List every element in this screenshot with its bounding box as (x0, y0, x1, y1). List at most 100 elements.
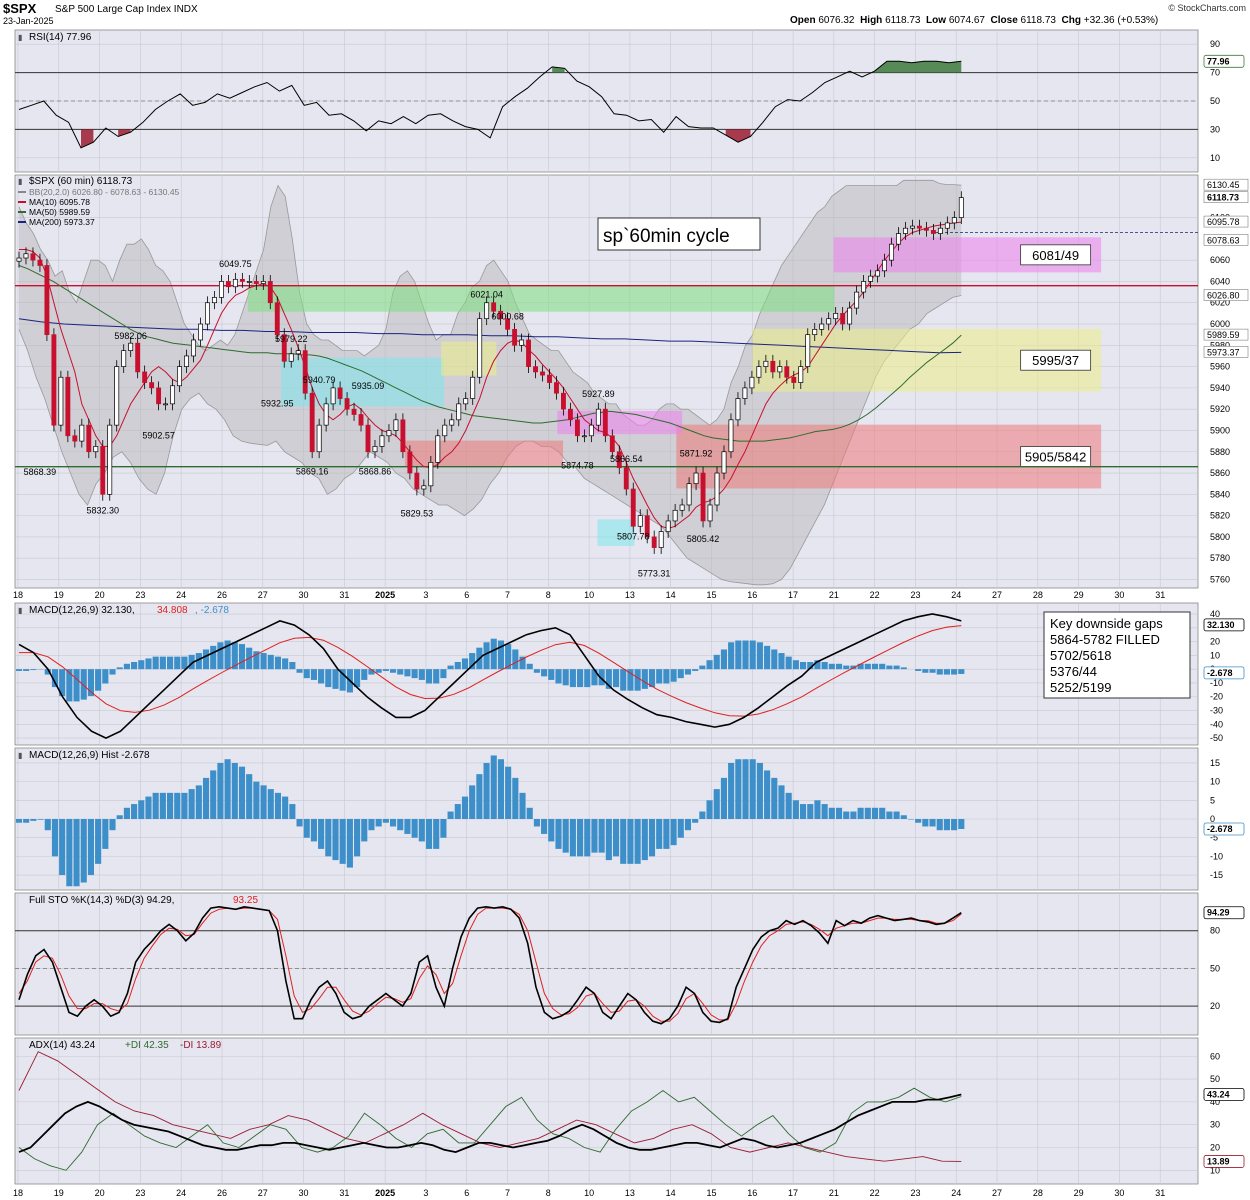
macd-panel-hist-bar (562, 669, 569, 686)
macd-panel-hist-bar (512, 649, 519, 670)
macd-hist-bar (735, 759, 742, 819)
date-axis-label: 10 (584, 590, 594, 600)
candle-down (561, 392, 566, 410)
date-axis-label-bottom: 24 (951, 1188, 961, 1198)
date-axis-label-bottom: 24 (176, 1188, 186, 1198)
candle-down (770, 360, 776, 373)
macd-hist-bar (51, 819, 59, 857)
candle-up (463, 398, 469, 405)
macd-hist-bar (382, 819, 389, 823)
macd-panel-hist-bar (210, 645, 217, 670)
macd-hist-bar (418, 819, 425, 842)
rsi-overbought-fill (874, 61, 962, 73)
candle-down (337, 387, 343, 399)
candle-down (644, 515, 650, 538)
candle-up (107, 424, 113, 495)
key-gaps-callout-line: 5376/44 (1050, 664, 1097, 679)
candle-up (896, 233, 901, 245)
candle-down (923, 227, 929, 231)
rsi-title: RSI(14) 77.96 (29, 32, 92, 43)
price-zone (247, 285, 835, 312)
price-right-tag-box (1203, 346, 1249, 358)
macd-panel-hist-bar (339, 669, 346, 691)
candle-up (721, 451, 727, 474)
price-right-tag-box (1203, 191, 1249, 203)
candle-down (30, 253, 36, 261)
date-axis-label-bottom: 21 (829, 1188, 839, 1198)
candle-up (581, 435, 587, 438)
date-axis-label-bottom: 30 (1114, 1188, 1124, 1198)
adx-last-value-tag-box (1203, 1088, 1245, 1101)
key-gaps-callout-box (1043, 611, 1191, 699)
macd-panel-hist-bar (73, 669, 80, 702)
macd-hist-panel-icon: ▮ (18, 751, 22, 760)
adx-y-tick: 40 (1210, 1097, 1220, 1107)
macd-panel-hist-bar (728, 642, 735, 670)
macd-panel-hist-bar (598, 669, 605, 686)
macd-hist-bar (663, 819, 670, 849)
price-y-tick: 6020 (1210, 298, 1230, 308)
date-axis-label-bottom: 2025 (375, 1188, 395, 1198)
macd-panel-hist-bar (684, 669, 692, 675)
macd-hist-bar (267, 789, 274, 819)
candle-up (470, 376, 476, 399)
macd-hist-bar (598, 819, 605, 853)
macd-hist-bar (497, 759, 505, 819)
candle-down (44, 265, 50, 336)
adx-title: ADX(14) 43.24 (29, 1040, 96, 1051)
macd-panel-hist-bar (404, 669, 411, 677)
candle-down (498, 310, 504, 320)
candle-down (700, 472, 706, 522)
macd-hist-bar (605, 819, 612, 861)
macd-hist-bar (145, 796, 152, 819)
macd-panel-hist-bar (843, 665, 850, 670)
candle-down (281, 334, 287, 362)
zone-label: 5995/37 (1032, 353, 1079, 368)
date-axis-label: 23 (135, 590, 145, 600)
candle-up (218, 281, 224, 298)
macd-hist-bar (411, 819, 418, 838)
candle-up (323, 403, 329, 426)
candle-up (421, 485, 427, 490)
ohlc-summary: Open 6076.32 High 6118.73 Low 6074.67 Cl… (790, 15, 1159, 26)
macd-panel-hist-bar (612, 669, 620, 688)
date-axis-label: 26 (217, 590, 227, 600)
macd-title-signal: 34.808 (157, 605, 188, 616)
macd-hist-bar (339, 819, 346, 864)
price-annotation: 5940.79 (303, 375, 336, 385)
date-axis-label-bottom: 19 (54, 1188, 64, 1198)
date-axis-label: 28 (1033, 590, 1043, 600)
macd-panel-hist-bar (670, 669, 677, 682)
macd-hist-bar (80, 819, 87, 883)
macd-hist-bar (102, 819, 109, 849)
candle-up (937, 227, 943, 234)
macd-y-tick: -10 (1210, 678, 1223, 688)
zone-label: 5905/5842 (1025, 450, 1086, 465)
candle-down (51, 334, 57, 426)
adx-y-tick: 10 (1210, 1165, 1220, 1175)
macd-hist-bar (296, 819, 303, 827)
price-zone (404, 440, 564, 467)
macd-panel-hist-bar (483, 642, 490, 670)
candle-down (567, 408, 573, 421)
candle-up (177, 366, 182, 387)
candle-down (505, 318, 511, 330)
macd-hist-bar (958, 819, 965, 830)
candle-up (484, 302, 490, 320)
date-axis-label-bottom: 29 (1074, 1188, 1084, 1198)
date-axis-label: 20 (95, 590, 105, 600)
macd-panel-hist-bar (893, 665, 900, 670)
candle-up (749, 376, 755, 389)
macd-panel-hist-bar (167, 656, 174, 670)
minus-di-last-value-tag: 13.89 (1207, 1156, 1230, 1166)
date-axis-label-bottom: 30 (299, 1188, 309, 1198)
price-y-tick: 5920 (1210, 404, 1230, 414)
candle-up (882, 259, 887, 272)
price-annotation: 5773.31 (638, 568, 671, 578)
candle-down (309, 392, 315, 453)
macd-panel-hist-bar (569, 669, 576, 688)
macd-hist-bar (231, 762, 238, 819)
candle-up (714, 472, 720, 506)
macd-hist-bar (541, 819, 548, 834)
date-axis-label-bottom: 31 (1155, 1188, 1165, 1198)
